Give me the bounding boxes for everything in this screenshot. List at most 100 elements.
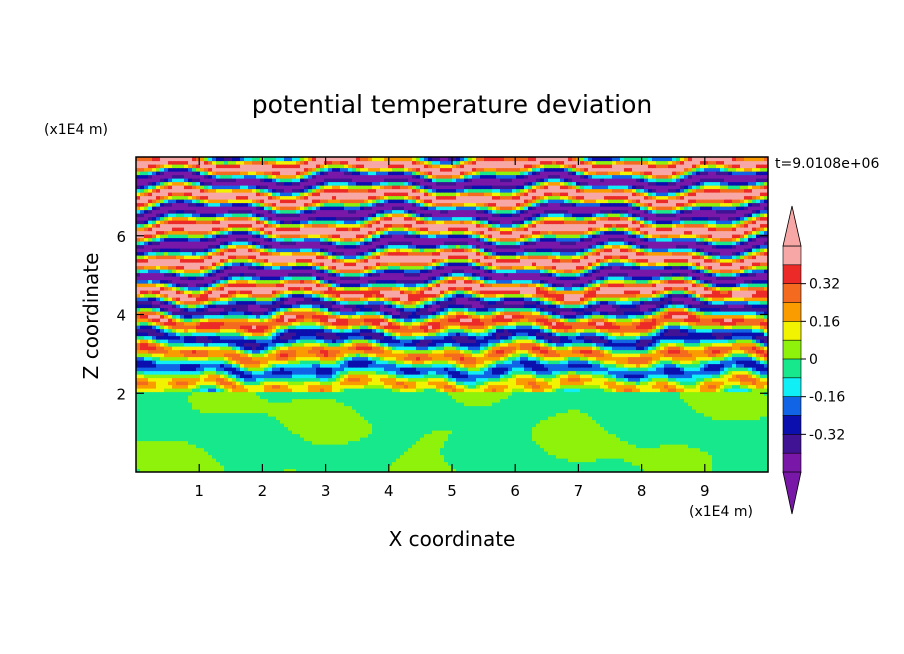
contour-cell [732,451,737,456]
contour-cell [724,437,729,442]
contour-cell [284,461,289,466]
contour-cell [284,451,289,456]
contour-cell [756,423,761,428]
contour-cell [244,437,249,442]
contour-cell [656,388,661,393]
contour-cell [716,447,721,452]
contour-cell [364,402,369,407]
contour-cell [632,402,637,407]
contour-cell [664,447,669,452]
contour-cell [736,419,741,424]
contour-cell [368,370,373,375]
contour-cell [760,437,765,442]
contour-cell [428,430,433,435]
contour-cell [620,377,625,382]
contour-cell [568,370,573,375]
contour-cell [140,381,145,386]
contour-cell [412,388,417,393]
contour-cell [724,444,729,449]
contour-cell [440,409,445,414]
contour-cell [680,433,685,438]
contour-cell [644,402,649,407]
contour-cell [316,419,321,424]
contour-cell [632,440,637,445]
contour-cell [448,377,453,382]
contour-cell [736,370,741,375]
contour-cell [448,468,453,472]
contour-cell [376,388,381,393]
contour-cell [452,461,457,466]
contour-cell [688,416,693,421]
contour-cell [764,412,768,417]
contour-cell [308,468,313,472]
contour-cell [660,367,665,372]
contour-cell [372,363,377,368]
contour-cell [248,405,253,410]
contour-cell [244,370,249,375]
contour-cell [732,458,737,463]
contour-cell [232,391,237,396]
contour-cell [304,461,309,466]
contour-cell [296,381,301,386]
contour-cell [320,447,325,452]
contour-cell [296,402,301,407]
contour-cell [276,381,281,386]
contour-cell [236,437,241,442]
contour-cell [692,447,697,452]
contour-cell [460,409,465,414]
contour-cell [520,419,525,424]
contour-cell [452,360,457,365]
contour-cell [368,465,373,470]
contour-cell [152,374,157,379]
contour-cell [224,437,229,442]
contour-cell [552,363,557,368]
contour-cell [228,360,233,365]
contour-cell [292,437,297,442]
contour-cell [400,381,405,386]
contour-cell [156,374,161,379]
contour-cell [664,465,669,470]
contour-cell [572,461,577,466]
contour-cell [232,384,237,389]
contour-cell [488,430,493,435]
contour-cell [436,461,441,466]
contour-cell [744,430,749,435]
contour-cell [272,409,277,414]
contour-cell [696,468,701,472]
contour-cell [176,391,181,396]
contour-cell [240,468,245,472]
contour-cell [244,458,249,463]
contour-cell [432,433,437,438]
contour-cell [412,426,417,431]
contour-cell [444,451,449,456]
contour-cell [288,412,293,417]
contour-cell [676,367,681,372]
contour-cell [344,426,349,431]
contour-cell [376,451,381,456]
contour-cell [264,377,269,382]
contour-cell [540,398,545,403]
contour-cell [456,461,461,466]
contour-cell [656,402,661,407]
contour-cell [268,391,273,396]
contour-cell [236,360,241,365]
contour-cell [460,402,465,407]
contour-cell [384,430,389,435]
contour-cell [756,367,761,372]
contour-cell [700,381,705,386]
contour-cell [516,391,521,396]
contour-cell [156,402,161,407]
contour-cell [576,398,581,403]
contour-cell [452,433,457,438]
contour-cell [536,412,541,417]
contour-cell [312,405,317,410]
contour-cell [564,363,569,368]
contour-cell [684,426,689,431]
contour-cell [692,461,697,466]
contour-cell [620,412,625,417]
contour-cell [432,458,437,463]
contour-cell [612,419,617,424]
contour-cell [528,374,533,379]
contour-cell [252,416,257,421]
contour-cell [576,433,581,438]
